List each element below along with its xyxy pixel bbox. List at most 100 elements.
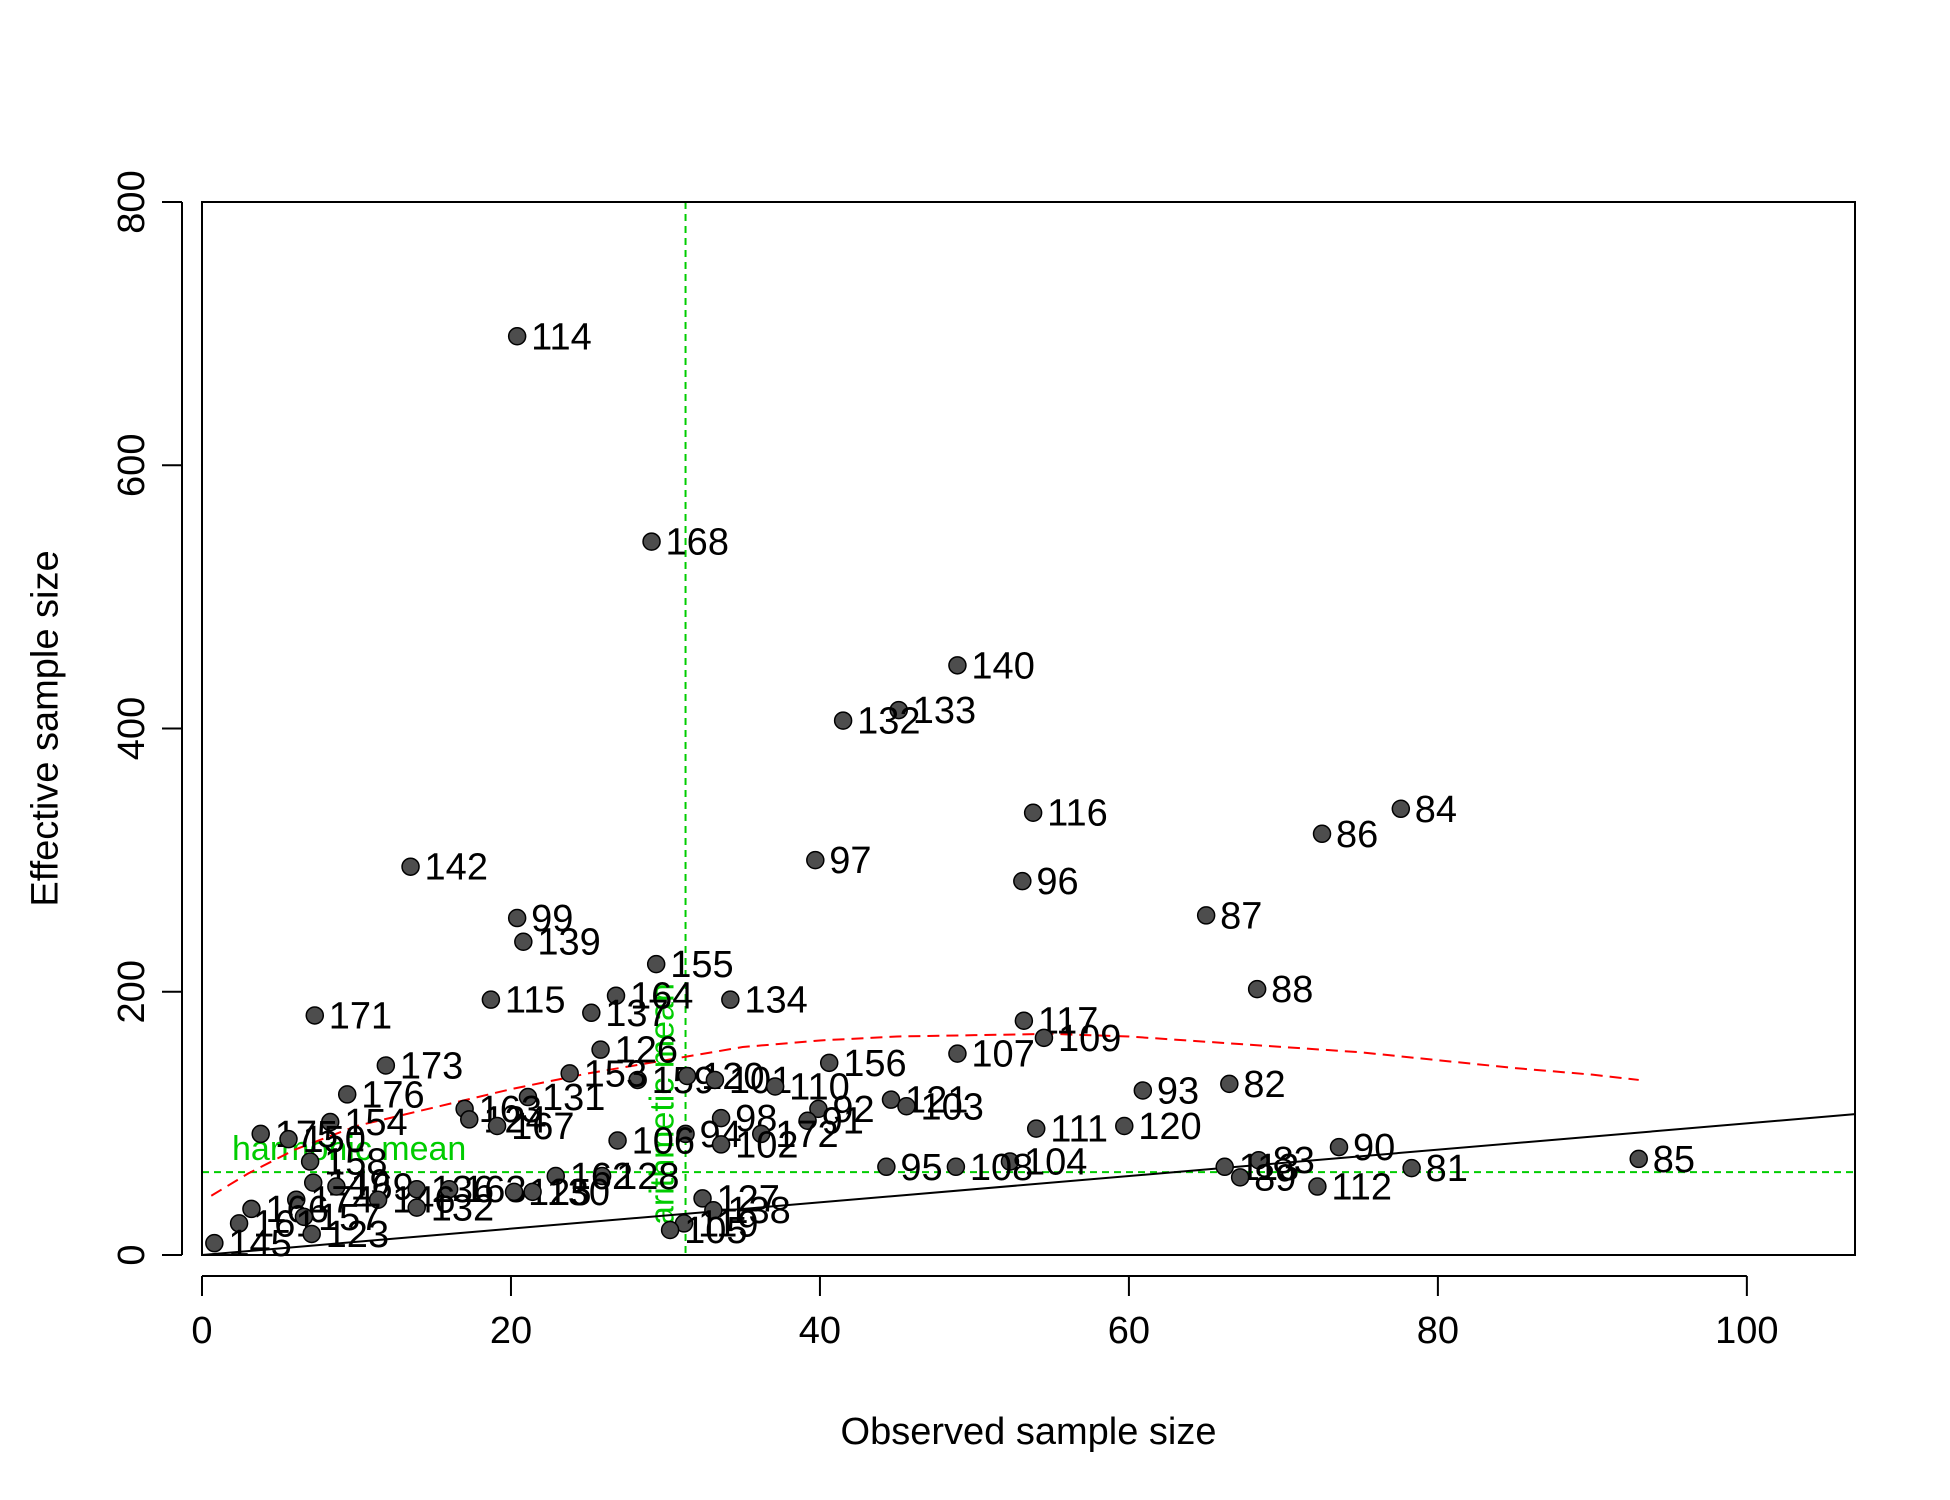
data-point-label: 114 [531, 316, 592, 358]
data-point [704, 1200, 723, 1220]
data-point [1000, 1152, 1020, 1171]
data-point-label: 89 [1254, 1157, 1296, 1199]
data-point-label: 88 [1271, 969, 1313, 1011]
data-point-label: 107 [971, 1034, 1034, 1076]
data-point-label: 103 [920, 1086, 983, 1128]
data-point [1308, 1177, 1327, 1196]
data-point [608, 1131, 627, 1150]
data-point [337, 1085, 357, 1104]
data-point-label: 115 [505, 980, 566, 1022]
data-point [242, 1199, 261, 1219]
data-point [1391, 799, 1411, 819]
data-point-label: 128 [616, 1156, 679, 1198]
data-point [514, 932, 533, 951]
data-point-label: 162 [570, 1156, 633, 1198]
data-point [676, 1124, 695, 1144]
data-point-label: 119 [698, 1203, 759, 1245]
data-point [302, 1224, 321, 1244]
data-point [705, 1070, 725, 1090]
data-point-label: 133 [913, 690, 976, 732]
data-point [592, 1166, 612, 1186]
data-point-label: 109 [1058, 1018, 1121, 1060]
smoother-line [210, 1032, 1639, 1197]
data-point-label: 112 [1331, 1167, 1392, 1209]
data-point-label: 138 [727, 1190, 790, 1232]
data-point-label: 99 [531, 898, 573, 940]
fitted-lines [201, 1032, 1856, 1256]
data-point [948, 1044, 967, 1063]
data-point [711, 1135, 731, 1154]
data-point-label: 132 [431, 1188, 494, 1230]
data-point [711, 1108, 731, 1128]
data-point-label: 105 [684, 1210, 747, 1252]
data-point [948, 656, 967, 675]
data-point [877, 1157, 896, 1177]
data-point-label: 157 [318, 1197, 381, 1239]
data-point [806, 850, 825, 870]
data-point-label: 126 [615, 1030, 678, 1072]
data-point [591, 1040, 610, 1059]
data-point-label: 116 [1047, 793, 1108, 835]
data-point-label: 166 [265, 1189, 328, 1231]
data-point [523, 1182, 542, 1202]
data-point-label: 82 [1243, 1064, 1285, 1106]
data-point [546, 1166, 566, 1186]
data-point-label: 95 [900, 1147, 942, 1189]
data-point [1329, 1137, 1349, 1157]
data-point-label: 173 [400, 1045, 463, 1087]
data-point [507, 327, 527, 346]
data-point-label: 156 [843, 1043, 906, 1085]
data-point [721, 990, 740, 1009]
data-point [1247, 979, 1267, 999]
data-point [897, 1097, 916, 1116]
data-point [693, 1189, 712, 1208]
data-point-label: 155 [670, 944, 733, 986]
data-point [251, 1124, 270, 1144]
data-point [1014, 1011, 1034, 1030]
data-point-label: 113 [1239, 1147, 1300, 1189]
data-point [628, 1070, 647, 1090]
y-tick-label: 800 [111, 170, 153, 233]
data-point [560, 1064, 579, 1083]
data-point [518, 1087, 538, 1107]
data-point [1196, 906, 1216, 925]
x-axis: 0 20 40 60 80 100 [191, 1275, 1779, 1352]
data-point [286, 1190, 306, 1209]
data-point [1249, 1150, 1268, 1170]
data-point-label: 101 [729, 1060, 792, 1102]
y-axis-title: Effective sample size [24, 550, 66, 906]
data-point-label: 121 [905, 1080, 968, 1122]
data-point [507, 908, 527, 928]
data-point [1115, 1116, 1134, 1136]
data-point-label: 83 [1273, 1140, 1315, 1182]
data-point-label: 145 [228, 1223, 291, 1265]
data-point [1026, 1119, 1046, 1138]
data-point-label: 132 [857, 701, 920, 743]
data-point [303, 1173, 323, 1192]
data-point [809, 1099, 828, 1119]
data-point-label: 97 [829, 840, 871, 882]
data-point [1215, 1157, 1234, 1177]
data-point-label: 154 [344, 1102, 407, 1144]
data-point-label: 158 [324, 1142, 387, 1184]
x-tick-label: 0 [191, 1310, 212, 1352]
data-point-label: 92 [832, 1089, 874, 1131]
x-tick-label: 40 [799, 1310, 841, 1352]
data-point [481, 990, 501, 1009]
data-point [642, 532, 661, 551]
data-point-label: 111 [1050, 1109, 1108, 1151]
data-point [798, 1111, 817, 1130]
data-point [751, 1124, 771, 1144]
data-point-label: 139 [537, 922, 600, 964]
data-point [1220, 1074, 1239, 1094]
data-point-label: 140 [971, 645, 1034, 687]
data-point-label: 167 [511, 1106, 574, 1148]
data-point [320, 1112, 340, 1132]
y-tick-label: 600 [111, 434, 153, 497]
data-point-label: 102 [735, 1124, 798, 1166]
data-point [1230, 1168, 1250, 1187]
data-point [407, 1198, 426, 1217]
x-axis-title: Observed sample size [841, 1411, 1217, 1453]
data-point-label: 86 [1336, 814, 1378, 856]
